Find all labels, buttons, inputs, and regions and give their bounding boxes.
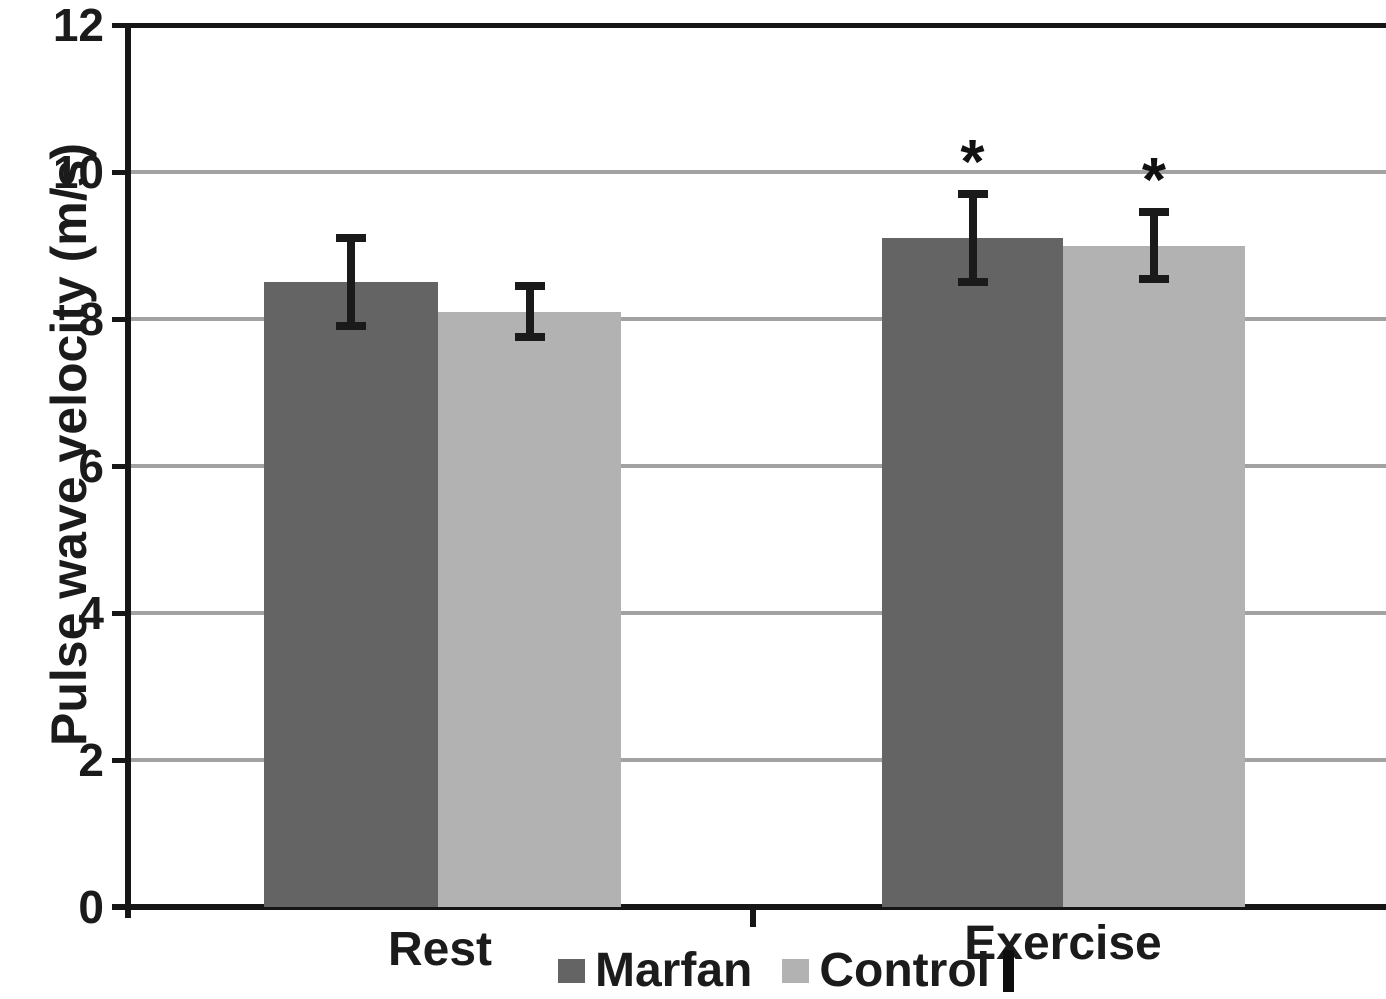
error-bar-cap-top-exercise-marfan bbox=[957, 190, 988, 199]
y-axis-line bbox=[125, 25, 131, 918]
error-bar-rest-control bbox=[525, 285, 534, 338]
x-axis-tick bbox=[750, 907, 756, 927]
bar-rest-control bbox=[438, 311, 621, 907]
legend-item-marfan: Marfan bbox=[558, 946, 752, 996]
error-bar-cap-bottom-rest-marfan bbox=[336, 322, 366, 331]
error-bar-exercise-control bbox=[1150, 212, 1158, 279]
y-tick-2 bbox=[112, 757, 128, 763]
y-tick-label-10: 10 bbox=[52, 146, 104, 198]
error-bar-cap-top-rest-control bbox=[514, 281, 545, 290]
gridline-6 bbox=[128, 464, 1386, 468]
error-bar-cap-bottom-rest-control bbox=[514, 333, 545, 342]
text-cursor-artifact bbox=[1002, 950, 1014, 992]
y-tick-8 bbox=[112, 316, 128, 322]
error-bar-rest-marfan bbox=[347, 238, 355, 327]
error-bar-cap-top-rest-marfan bbox=[336, 234, 366, 243]
gridline-8 bbox=[128, 317, 1386, 321]
y-tick-label-0: 0 bbox=[78, 881, 104, 933]
gridline-4 bbox=[128, 611, 1386, 615]
legend-item-control: Control bbox=[782, 946, 1014, 996]
error-bar-cap-bottom-exercise-marfan bbox=[957, 278, 988, 287]
x-axis-line bbox=[112, 904, 1386, 910]
gridline-2 bbox=[128, 758, 1386, 762]
y-tick-label-4: 4 bbox=[78, 587, 104, 639]
y-tick-4 bbox=[112, 610, 128, 616]
error-bar-exercise-marfan bbox=[968, 194, 977, 283]
y-tick-label-8: 8 bbox=[78, 293, 104, 345]
y-tick-label-6: 6 bbox=[78, 440, 104, 492]
gridline-10 bbox=[128, 170, 1386, 174]
error-bar-cap-bottom-exercise-control bbox=[1139, 274, 1169, 283]
legend: Marfan Control bbox=[558, 946, 1014, 996]
legend-label-marfan: Marfan bbox=[595, 944, 753, 997]
y-tick-label-12: 12 bbox=[52, 0, 104, 51]
significance-asterisk: * bbox=[1141, 146, 1167, 216]
bar-exercise-marfan bbox=[882, 238, 1063, 907]
y-tick-12 bbox=[112, 22, 128, 28]
significance-asterisk: * bbox=[960, 128, 985, 198]
legend-swatch-marfan bbox=[558, 959, 585, 983]
y-tick-10 bbox=[112, 169, 128, 175]
legend-swatch-control bbox=[782, 959, 810, 983]
legend-label-control: Control bbox=[819, 944, 990, 997]
bar-rest-marfan bbox=[264, 282, 438, 907]
error-bar-cap-top-exercise-control bbox=[1139, 208, 1169, 217]
y-tick-0 bbox=[112, 904, 128, 910]
plot-top-border bbox=[128, 23, 1386, 28]
x-label-rest: Rest bbox=[387, 923, 493, 976]
y-tick-6 bbox=[112, 463, 128, 469]
x-label-exercise: Exercise bbox=[964, 917, 1162, 970]
y-tick-label-2: 2 bbox=[78, 734, 104, 786]
bar-exercise-control bbox=[1063, 245, 1245, 907]
